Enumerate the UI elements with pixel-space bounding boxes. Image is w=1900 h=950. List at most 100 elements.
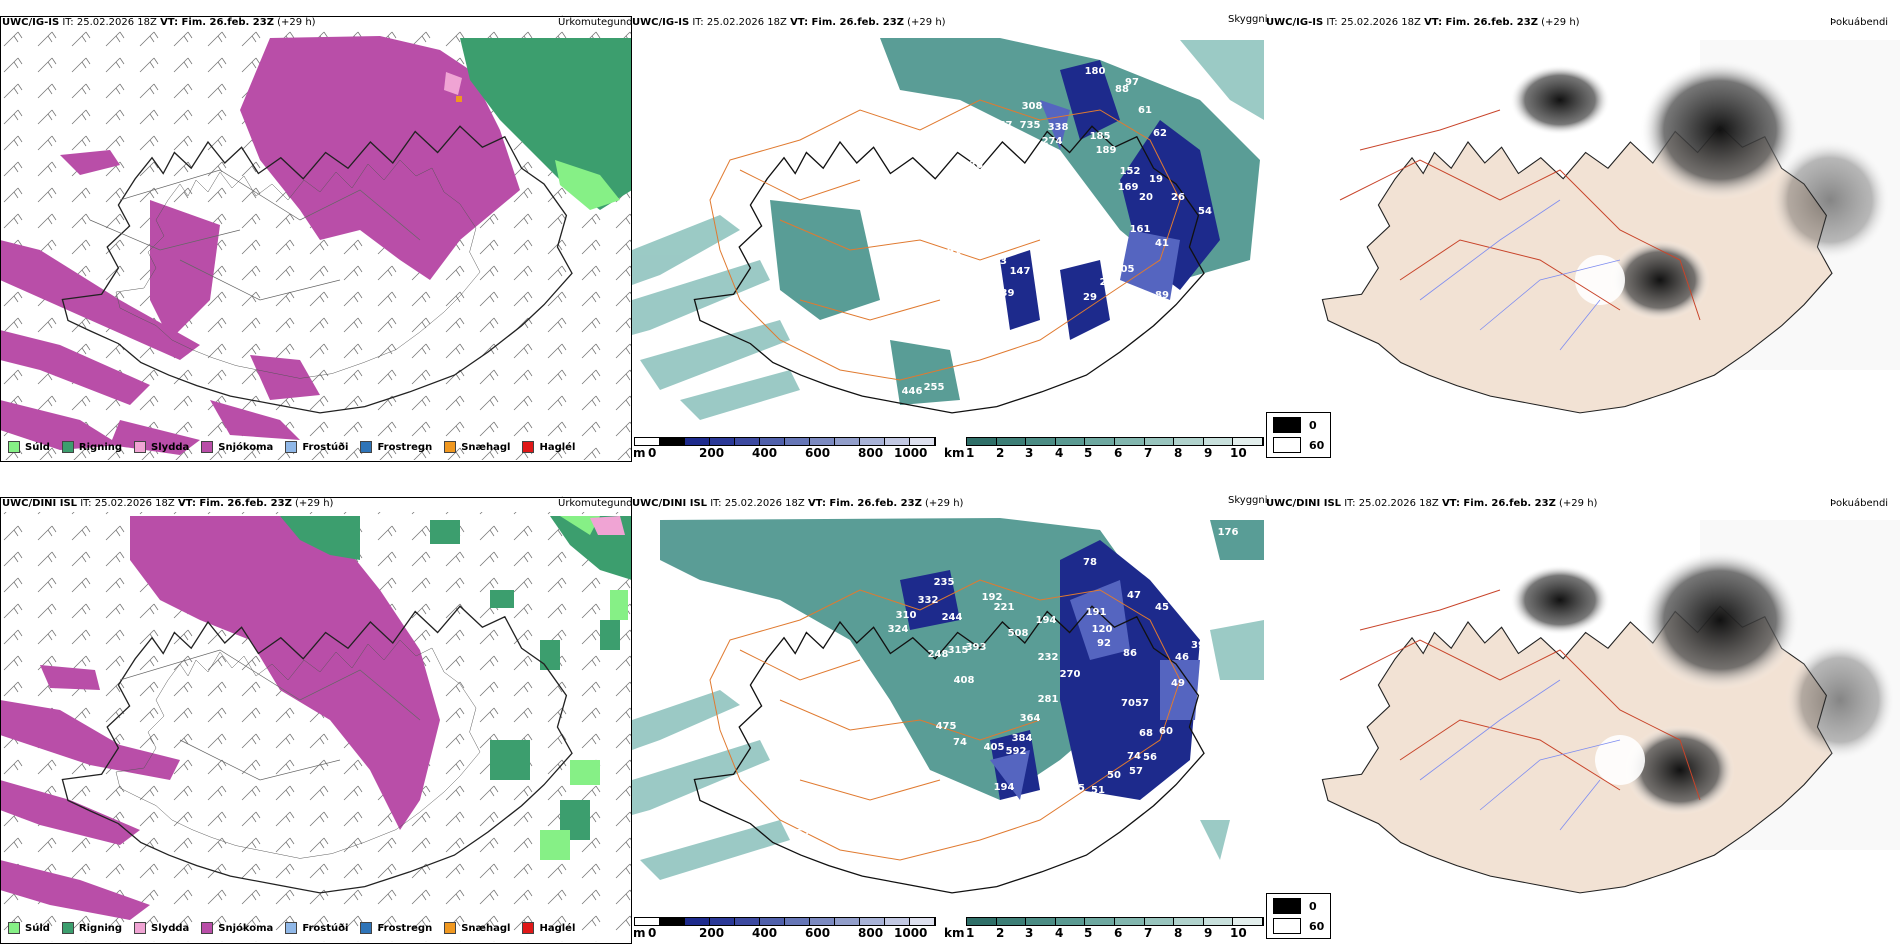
elev-label: 29 <box>1083 292 1097 303</box>
elev-label: 180 <box>1085 66 1106 77</box>
tick-label: 10 <box>1230 446 1247 460</box>
elev-label: 221 <box>994 602 1015 613</box>
precip-frame-row2 <box>0 497 632 944</box>
elev-label: 232 <box>1038 652 1059 663</box>
fog-key-min: 0 <box>1309 418 1317 432</box>
elev-label: 57 <box>1135 698 1149 709</box>
legend-item-sleet: Slydda <box>134 441 189 453</box>
elev-label: 270 <box>1060 669 1081 680</box>
elev-label: 74 <box>1127 751 1141 762</box>
elev-label: 857 <box>790 828 811 839</box>
elev-label: 39 <box>1191 640 1205 651</box>
elev-label: 108 <box>1058 338 1079 349</box>
tick-label: 9 <box>1204 446 1213 460</box>
row2-panel3-title: Þokuábendi <box>1830 498 1889 509</box>
elev-label: 405 <box>984 742 1005 753</box>
tick-label: 3 <box>1025 926 1034 940</box>
elev-label: 87 <box>1127 58 1141 69</box>
elev-label: 50 <box>1107 770 1121 781</box>
elev-label: 393 <box>966 642 987 653</box>
legend-item-rain: Rigning <box>61 922 122 934</box>
row1-header-3: UWC/IG-IS IT: 25.02.2026 18Z VT: Fim. 26… <box>1266 17 1580 28</box>
legend-item-snow-pellets: Snæhagl <box>444 441 510 453</box>
elev-label: 139 <box>994 288 1015 299</box>
elev-label: 20 <box>1139 192 1153 203</box>
elev-label: 475 <box>936 721 957 732</box>
elev-label: 89 <box>1155 290 1169 301</box>
legend-item-freezing-drizzle: Frostúði <box>285 441 348 453</box>
elev-label: 235 <box>934 577 955 588</box>
fog-key-row2: 0 60 <box>1266 893 1332 939</box>
fog-key-row1: 0 60 <box>1266 412 1332 458</box>
elev-label: 384 <box>1012 733 1033 744</box>
elev-label: 147 <box>1010 266 1031 277</box>
tick-label: 200 <box>699 926 725 940</box>
elev-label: 255 <box>924 382 945 393</box>
elev-label: 211 <box>1100 277 1121 288</box>
visibility-colorbar-row2: 1 2 3 4 5 6 7 8 9 10 <box>966 917 1264 940</box>
tick-label: 10 <box>1230 926 1247 940</box>
tick-label: 1 <box>966 926 975 940</box>
fog-map-row2 <box>1321 520 1900 894</box>
precip-map-row1 <box>0 30 632 460</box>
tick-label: 7 <box>1144 446 1153 460</box>
elev-label: 176 <box>1218 527 1239 538</box>
elev-label: 244 <box>942 612 963 623</box>
fog-key-max: 60 <box>1309 919 1325 933</box>
legend-item-freezing-drizzle: Frostúði <box>285 922 348 934</box>
legend-item-rain: Rigning <box>61 441 122 453</box>
elev-label: 23 <box>993 256 1007 267</box>
elev-label: 248 <box>928 649 949 660</box>
visibility-map-row1: 186 87 97 180 88 61 308 267 735 338 274 … <box>632 37 1264 420</box>
cloudbase-colorbar-row2: 0 200 400 600 800 1000 <box>634 917 936 940</box>
row2-panel2-title: Skyggni <box>1228 495 1268 506</box>
tick-label: 400 <box>752 446 778 460</box>
row2-header-3: UWC/DINI ISL IT: 25.02.2026 18Z VT: Fim.… <box>1266 498 1598 509</box>
tick-label: 1000 <box>894 446 928 460</box>
elev-label: 26 <box>1171 192 1185 203</box>
elev-label: 708 <box>1106 241 1127 252</box>
tick-label: 4 <box>1055 446 1064 460</box>
elev-label: 338 <box>1048 122 1069 133</box>
tick-label: 6 <box>1114 926 1123 940</box>
elev-label: 19 <box>1149 174 1163 185</box>
elev-label: 13 <box>1049 216 1063 227</box>
fog-map-row1 <box>1321 40 1900 414</box>
elev-label: 152 <box>1120 166 1141 177</box>
visibility-map-row2: 176 78 235 192 47 310 332 244 221 508 19… <box>632 518 1264 894</box>
elev-label: 56 <box>1143 752 1157 763</box>
elev-label: 51 <box>1091 785 1105 796</box>
elev-labels-row2: 176 78 235 192 47 310 332 244 221 508 19… <box>790 527 1239 839</box>
elev-label: 446 <box>902 386 923 397</box>
legend-item-snow: Snjókoma <box>201 441 273 453</box>
elev-label: 97 <box>1125 77 1139 88</box>
elev-label: 315 <box>948 645 969 656</box>
elev-label: 86 <box>1123 648 1137 659</box>
tick-label: 5 <box>1084 446 1093 460</box>
elev-label: 46 <box>1175 652 1189 663</box>
elev-label: 735 <box>1020 120 1041 131</box>
elev-label: 88 <box>1115 84 1129 95</box>
elev-label: 47 <box>1127 590 1141 601</box>
row1-panel3-title: Þokuábendi <box>1830 17 1889 28</box>
precip-map-row2 <box>0 512 632 942</box>
elev-label: 194 <box>1036 615 1057 626</box>
precip-legend-row2: Súld Rigning Slydda Snjókoma Frostúði Fr… <box>8 922 575 934</box>
elev-label: 49 <box>1171 678 1185 689</box>
elev-label: 191 <box>1086 607 1107 618</box>
legend-item-sleet: Slydda <box>134 922 189 934</box>
elev-label: 332 <box>918 595 939 606</box>
elev-label: 364 <box>1020 713 1041 724</box>
tick-label: 3 <box>1025 446 1034 460</box>
tick-label: 600 <box>805 446 831 460</box>
cloudbase-colorbar-row1: 0 200 400 600 800 1000 <box>634 437 936 460</box>
cloudbase-unit-row2: m <box>633 926 646 940</box>
precip-frame-row1 <box>0 16 632 462</box>
tick-label: 0 <box>648 926 657 940</box>
elev-label: 54 <box>1198 206 1212 217</box>
tick-label: 5 <box>1084 926 1093 940</box>
elev-label: 324 <box>888 624 909 635</box>
legend-item-freezing-rain: Frostregn <box>360 441 432 453</box>
tick-label: 400 <box>752 926 778 940</box>
